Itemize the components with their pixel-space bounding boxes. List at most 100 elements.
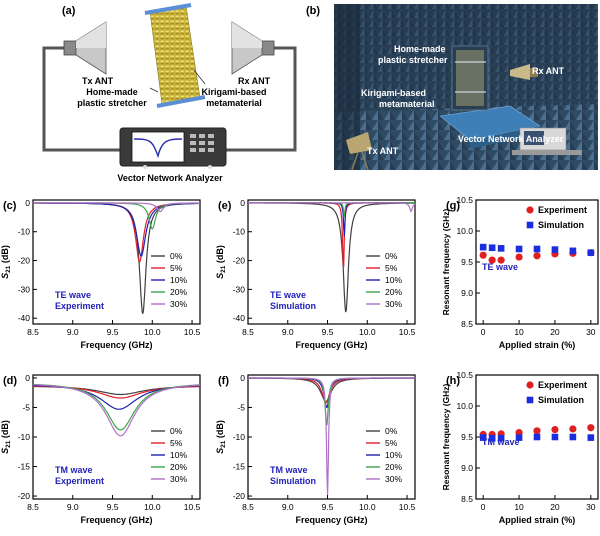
tx-antenna-icon: [63, 21, 107, 75]
annotation-text: TM wave: [270, 465, 308, 475]
annotation-text: Experiment: [55, 301, 104, 311]
metamaterial-pointer: [193, 69, 206, 85]
legend-label: 0%: [170, 426, 183, 436]
y-tick-label: 9.5: [461, 257, 473, 267]
y-tick-label: 8.5: [461, 494, 473, 504]
photo-stretcher-label-line1: Home-made: [394, 44, 446, 54]
data-point-simulation: [515, 434, 523, 441]
anechoic-chamber-photo: [334, 4, 598, 171]
x-tick-label: 10.0: [359, 502, 376, 512]
legend-label: 5%: [170, 438, 183, 448]
photo-rx-label: Rx ANT: [532, 66, 565, 76]
legend-label: 5%: [385, 263, 398, 273]
series-line-30pct: [248, 202, 416, 213]
legend-marker: [526, 396, 534, 404]
x-tick-label: 9.0: [67, 327, 79, 337]
y-tick-label: -40: [233, 313, 246, 323]
data-point-simulation: [497, 245, 505, 252]
data-point-experiment: [488, 256, 496, 264]
y-tick-label: 10.5: [456, 370, 473, 380]
legend-marker: [526, 206, 534, 214]
stretcher-label-line1: Home-made: [86, 87, 138, 97]
legend-label: Simulation: [538, 220, 584, 230]
x-tick-label: 9.5: [107, 327, 119, 337]
series-line-20pct: [248, 377, 415, 426]
rx-antenna-icon: [231, 21, 275, 75]
data-point-experiment: [497, 256, 505, 264]
x-axis-title: Frequency (GHz): [295, 340, 367, 350]
panel-h-label: (h): [446, 375, 460, 387]
x-tick-label: 9.5: [107, 502, 119, 512]
legend-label: 20%: [385, 287, 402, 297]
x-tick-label: 8.5: [27, 327, 39, 337]
x-tick-label: 10.0: [359, 327, 376, 337]
legend-label: 10%: [170, 275, 187, 285]
photo-metamaterial-label-line2: metamaterial: [379, 99, 435, 109]
data-point-simulation: [479, 243, 487, 251]
y-tick-label: -5: [237, 402, 245, 412]
x-tick-label: 0: [481, 327, 486, 337]
y-tick-label: 0: [25, 198, 30, 208]
x-axis-title: Frequency (GHz): [80, 515, 152, 525]
data-point-experiment: [479, 251, 487, 259]
legend-label: 10%: [385, 450, 402, 460]
annotation-text: Simulation: [270, 301, 316, 311]
y-tick-label: -30: [18, 284, 31, 294]
data-point-simulation: [497, 434, 505, 442]
x-tick-label: 8.5: [242, 502, 254, 512]
series-line-10pct: [33, 202, 200, 257]
x-tick-label: 10.5: [184, 502, 201, 512]
y-tick-label: -10: [233, 432, 246, 442]
data-point-simulation: [569, 433, 577, 441]
x-tick-label: 9.0: [67, 502, 79, 512]
legend-label: 0%: [385, 251, 398, 261]
y-tick-label: 9.0: [461, 288, 473, 298]
legend-marker: [526, 221, 534, 229]
panel-a: (a) Tx ANT Rx ANT: [42, 3, 297, 183]
x-tick-label: 30: [586, 502, 596, 512]
y-tick-label: -20: [18, 256, 31, 266]
x-tick-label: 30: [586, 327, 596, 337]
series-line-20pct: [248, 202, 415, 218]
chart-h-tm-resonant-frequency: (h) 0 10 20 30 8.5 9.0 9.5 10.0 10.5 Applied strai…: [441, 370, 599, 525]
stretcher-pointer: [149, 87, 159, 93]
data-point-simulation: [479, 434, 487, 441]
y-tick-label: 10.0: [456, 401, 473, 411]
x-tick-label: 10.5: [399, 502, 416, 512]
legend-label: 0%: [385, 426, 398, 436]
chart-e-te-simulation: (e) 8.5 9.0 9.5 10.0 10.5 0 -10 -20 -30 -40 Frequen…: [215, 198, 416, 350]
data-point-experiment: [533, 427, 541, 435]
y-axis-title: S21 (dB): [0, 245, 12, 279]
y-tick-label: 0: [25, 373, 30, 383]
x-tick-label: 9.0: [282, 502, 294, 512]
panel-b-label: (b): [306, 5, 320, 17]
data-point-simulation: [569, 247, 577, 255]
x-tick-label: 10.0: [144, 502, 161, 512]
legend-label: Experiment: [538, 380, 587, 390]
annotation-text: Experiment: [55, 476, 104, 486]
y-tick-label: 0: [240, 373, 245, 383]
y-tick-label: -20: [18, 491, 31, 501]
y-axis-title: S21 (dB): [215, 245, 227, 279]
data-point-experiment: [533, 252, 541, 260]
x-tick-label: 20: [550, 327, 560, 337]
legend-label: 30%: [385, 299, 402, 309]
y-axis-title: Resonant frequency (GHz): [441, 208, 451, 315]
data-point-simulation: [587, 249, 595, 256]
annotation-text: TE wave: [55, 290, 91, 300]
photo-vna-label: Vector Network Analyzer: [458, 134, 564, 144]
x-tick-label: 9.5: [322, 327, 334, 337]
legend-label: 10%: [385, 275, 402, 285]
photo-tx-label: Tx ANT: [367, 146, 399, 156]
x-tick-label: 8.5: [27, 502, 39, 512]
x-tick-label: 10: [514, 327, 524, 337]
legend-label: 30%: [170, 474, 187, 484]
vna-icon: [119, 127, 227, 169]
rx-cable: [210, 46, 297, 152]
x-tick-label: 9.5: [322, 502, 334, 512]
legend-label: Simulation: [538, 395, 584, 405]
stretcher-label-line2: plastic stretcher: [77, 98, 147, 108]
y-tick-label: -5: [22, 402, 30, 412]
x-axis-title: Applied strain (%): [499, 515, 576, 525]
x-axis-title: Frequency (GHz): [295, 515, 367, 525]
